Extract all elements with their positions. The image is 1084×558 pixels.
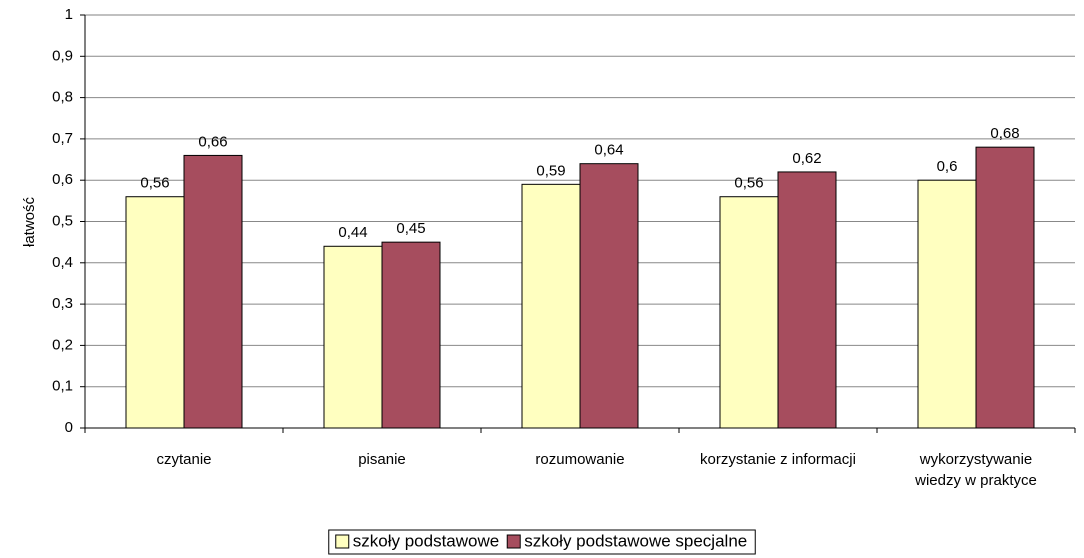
bar <box>323 245 383 429</box>
y-tick-label: 0,8 <box>52 89 73 106</box>
y-tick-label: 0,7 <box>52 130 73 147</box>
x-tick-label: korzystanie z informacji <box>700 451 856 468</box>
y-tick-label: 1 <box>65 6 73 23</box>
bar <box>183 154 243 429</box>
y-tick-label: 0,4 <box>52 254 73 271</box>
data-label: 0,68 <box>990 125 1019 142</box>
y-tick-label: 0,3 <box>52 295 73 312</box>
y-tick-label: 0,2 <box>52 336 73 353</box>
bar <box>975 146 1035 429</box>
bar <box>777 171 837 429</box>
x-tick-label: wykorzystywanie wiedzy w praktyce <box>915 451 1037 489</box>
data-label: 0,62 <box>792 150 821 167</box>
data-label: 0,56 <box>140 175 169 192</box>
data-label: 0,45 <box>396 220 425 237</box>
bar <box>521 183 581 429</box>
legend-label: szkoły podstawowe <box>353 531 499 550</box>
legend-swatch <box>506 534 521 549</box>
bar <box>719 196 779 429</box>
y-tick-label: 0,1 <box>52 378 73 395</box>
legend-label: szkoły podstawowe specjalne <box>524 531 747 550</box>
legend-swatch <box>335 534 350 549</box>
data-label: 0,66 <box>198 133 227 150</box>
data-label: 0,6 <box>937 158 958 175</box>
y-tick-label: 0,6 <box>52 171 73 188</box>
y-axis-label: łatwość <box>21 196 38 247</box>
y-tick-label: 0,9 <box>52 47 73 64</box>
x-tick-label: czytanie <box>156 451 212 468</box>
y-tick-label: 0 <box>65 419 73 436</box>
data-label: 0,59 <box>536 162 565 179</box>
bar <box>579 163 639 429</box>
data-label: 0,44 <box>338 224 367 241</box>
bar <box>917 179 977 429</box>
x-tick-label: rozumowanie <box>535 451 625 468</box>
bar <box>381 241 441 429</box>
x-tick-label: pisanie <box>358 451 406 468</box>
legend-box <box>328 529 756 555</box>
data-label: 0,56 <box>734 175 763 192</box>
data-label: 0,64 <box>594 142 623 159</box>
y-tick-label: 0,5 <box>52 212 73 229</box>
bar <box>125 196 185 429</box>
